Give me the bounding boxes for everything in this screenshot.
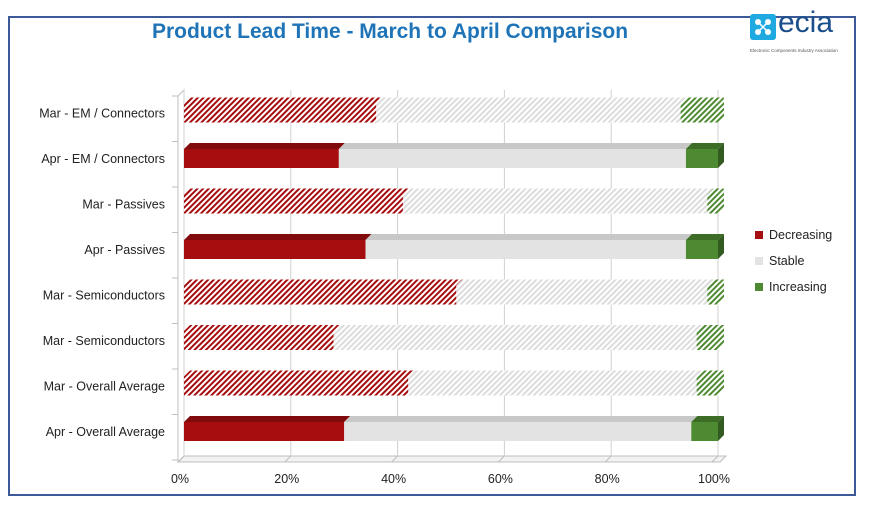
ecia-logo-text: ecia <box>778 6 834 39</box>
ecia-logo-subtitle: Electronic Components Industry Associati… <box>750 48 838 53</box>
legend-label: Decreasing <box>769 228 833 242</box>
bar-segment <box>696 331 718 350</box>
x-tick-label: 60% <box>488 472 513 486</box>
legend-swatch <box>755 283 763 291</box>
legend-item: Stable <box>755 248 832 274</box>
plot-floor <box>176 455 728 463</box>
bar-segment <box>184 331 334 350</box>
x-tick-label: 40% <box>381 472 406 486</box>
bar-top <box>184 234 372 240</box>
category-label: Mar - Semiconductors <box>43 289 165 303</box>
plot-back-wall <box>177 88 185 456</box>
bar-top <box>184 279 463 286</box>
bar-side <box>718 188 724 214</box>
bar-top <box>184 370 415 377</box>
gridline-floor <box>284 455 292 463</box>
bar-side <box>718 416 724 441</box>
bar-top <box>184 143 345 149</box>
bar-top <box>365 234 692 240</box>
chart-title: Product Lead Time - March to April Compa… <box>151 20 629 43</box>
bar-top <box>691 416 724 422</box>
bar-top <box>680 97 724 104</box>
bar-segment <box>184 422 345 441</box>
bar-top <box>338 143 692 149</box>
bar-top <box>333 325 703 331</box>
gridline-floor <box>177 455 185 463</box>
bar-top <box>685 234 724 240</box>
bar-top <box>344 416 698 422</box>
category-label: Apr - Passives <box>84 243 165 257</box>
x-tick-label: 100% <box>698 472 730 486</box>
bar-segment <box>184 103 377 123</box>
gridline-floor <box>498 455 505 463</box>
bar-side <box>718 97 724 123</box>
bar-top <box>376 97 687 104</box>
gridline-floor <box>391 455 398 463</box>
bar-top <box>184 416 351 422</box>
bar-segment <box>685 149 718 168</box>
bar-segment <box>696 376 718 396</box>
bar-top <box>184 97 383 104</box>
category-label: Apr - Overall Average <box>46 425 165 439</box>
bar-segment <box>680 103 718 123</box>
bar-side <box>718 370 724 396</box>
x-tick-label: 20% <box>274 472 299 486</box>
x-tick-label: 0% <box>171 472 189 486</box>
bar-top <box>685 143 724 149</box>
bar-top <box>707 188 724 195</box>
category-label: Mar - Overall Average <box>44 380 165 394</box>
legend-item: Decreasing <box>755 222 832 248</box>
legend-item: Increasing <box>755 274 832 300</box>
bar-segment <box>344 422 692 441</box>
bar-segment <box>376 103 681 123</box>
bar-segment <box>184 194 403 214</box>
bar-segment <box>685 240 718 259</box>
bar-segment <box>184 149 339 168</box>
legend: Decreasing Stable Increasing <box>755 222 832 300</box>
bar-side <box>718 279 724 305</box>
gridline-floor <box>711 455 719 463</box>
bar-top <box>456 279 714 286</box>
category-label: Mar - Passives <box>82 198 165 212</box>
bar-top <box>184 325 340 331</box>
bar-segment <box>184 376 409 396</box>
labels: 0% 20% 40% 60% 80% 100% Mar - EM / Connectors A… <box>39 107 730 487</box>
bar-segment <box>408 376 697 396</box>
category-label: Mar - EM / Connectors <box>39 107 165 121</box>
bar-segment <box>402 194 708 214</box>
x-tick-label: 80% <box>595 472 620 486</box>
legend-label: Increasing <box>769 280 827 294</box>
bar-segment <box>184 240 366 259</box>
bar-top <box>707 279 724 286</box>
bars <box>184 97 724 441</box>
bar-segment <box>707 194 718 214</box>
category-label: Mar - Semiconductors <box>43 334 165 348</box>
bar-segment <box>338 149 686 168</box>
bar-segment <box>456 285 708 305</box>
bar-side <box>718 234 724 259</box>
ecia-logo-icon <box>750 14 776 40</box>
category-label: Apr - EM / Connectors <box>41 152 165 166</box>
bar-segment <box>333 331 697 350</box>
bar-top <box>184 188 409 195</box>
bar-segment <box>691 422 718 441</box>
bar-side <box>718 325 724 350</box>
bar-top <box>696 325 724 331</box>
bar-top <box>408 370 703 377</box>
ecia-logo: ecia Electronic Components Industry Asso… <box>750 6 845 58</box>
bar-segment <box>184 285 457 305</box>
legend-swatch <box>755 231 763 239</box>
bar-segment <box>707 285 718 305</box>
bar-side <box>718 143 724 168</box>
legend-swatch <box>755 257 763 265</box>
bar-top <box>696 370 724 377</box>
gridline-floor <box>604 455 612 463</box>
bar-top <box>402 188 714 195</box>
legend-label: Stable <box>769 254 805 268</box>
bar-segment <box>365 240 686 259</box>
